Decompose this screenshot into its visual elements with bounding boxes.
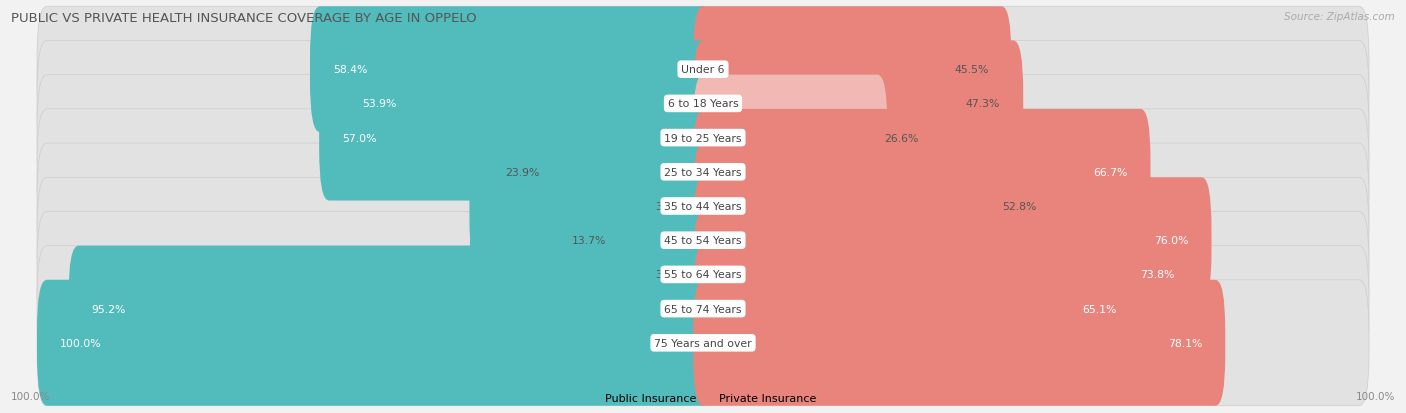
- FancyBboxPatch shape: [37, 76, 1369, 201]
- Text: 26.6%: 26.6%: [884, 133, 918, 143]
- FancyBboxPatch shape: [339, 41, 713, 167]
- Text: 45 to 54 Years: 45 to 54 Years: [664, 236, 742, 246]
- Text: 76.0%: 76.0%: [1154, 236, 1188, 246]
- Text: 13.7%: 13.7%: [572, 236, 606, 246]
- Text: 53.9%: 53.9%: [363, 99, 396, 109]
- Text: 58.4%: 58.4%: [333, 65, 367, 75]
- Text: PUBLIC VS PRIVATE HEALTH INSURANCE COVERAGE BY AGE IN OPPELO: PUBLIC VS PRIVATE HEALTH INSURANCE COVER…: [11, 12, 477, 25]
- Text: 19 to 25 Years: 19 to 25 Years: [664, 133, 742, 143]
- Text: 78.1%: 78.1%: [1168, 338, 1202, 348]
- Text: 34.1%: 34.1%: [655, 202, 690, 211]
- Text: 95.2%: 95.2%: [91, 304, 127, 314]
- FancyBboxPatch shape: [693, 212, 1197, 337]
- FancyBboxPatch shape: [69, 246, 713, 372]
- FancyBboxPatch shape: [37, 144, 1369, 269]
- FancyBboxPatch shape: [693, 41, 1024, 167]
- FancyBboxPatch shape: [37, 109, 1369, 235]
- Text: 73.8%: 73.8%: [1140, 270, 1174, 280]
- Text: 55 to 64 Years: 55 to 64 Years: [664, 270, 742, 280]
- FancyBboxPatch shape: [319, 76, 713, 201]
- FancyBboxPatch shape: [693, 109, 1150, 235]
- Text: 23.9%: 23.9%: [505, 167, 540, 177]
- Text: 66.7%: 66.7%: [1092, 167, 1128, 177]
- FancyBboxPatch shape: [693, 246, 1140, 372]
- Text: 25 to 34 Years: 25 to 34 Years: [664, 167, 742, 177]
- FancyBboxPatch shape: [37, 280, 1369, 406]
- Text: 100.0%: 100.0%: [11, 391, 51, 401]
- Text: 34.1%: 34.1%: [655, 270, 690, 280]
- FancyBboxPatch shape: [693, 7, 1011, 133]
- Text: 57.0%: 57.0%: [342, 133, 377, 143]
- Text: 100.0%: 100.0%: [60, 338, 101, 348]
- Text: 35 to 44 Years: 35 to 44 Years: [664, 202, 742, 211]
- FancyBboxPatch shape: [309, 7, 713, 133]
- Text: 65 to 74 Years: 65 to 74 Years: [664, 304, 742, 314]
- FancyBboxPatch shape: [470, 212, 713, 337]
- FancyBboxPatch shape: [536, 109, 713, 235]
- FancyBboxPatch shape: [693, 178, 1212, 304]
- FancyBboxPatch shape: [603, 178, 713, 304]
- FancyBboxPatch shape: [37, 280, 713, 406]
- Text: 6 to 18 Years: 6 to 18 Years: [668, 99, 738, 109]
- Text: 52.8%: 52.8%: [1002, 202, 1036, 211]
- FancyBboxPatch shape: [693, 144, 1059, 269]
- Text: 45.5%: 45.5%: [955, 65, 988, 75]
- Text: 100.0%: 100.0%: [1355, 391, 1395, 401]
- Text: Under 6: Under 6: [682, 65, 724, 75]
- Text: 75 Years and over: 75 Years and over: [654, 338, 752, 348]
- Text: 47.3%: 47.3%: [966, 99, 1000, 109]
- FancyBboxPatch shape: [37, 7, 1369, 133]
- Legend: Public Insurance, Private Insurance: Public Insurance, Private Insurance: [585, 388, 821, 408]
- Text: 65.1%: 65.1%: [1083, 304, 1116, 314]
- FancyBboxPatch shape: [693, 280, 1225, 406]
- FancyBboxPatch shape: [693, 76, 887, 201]
- FancyBboxPatch shape: [37, 212, 1369, 337]
- FancyBboxPatch shape: [37, 41, 1369, 167]
- FancyBboxPatch shape: [470, 144, 713, 269]
- FancyBboxPatch shape: [37, 246, 1369, 372]
- Text: Source: ZipAtlas.com: Source: ZipAtlas.com: [1284, 12, 1395, 22]
- FancyBboxPatch shape: [37, 178, 1369, 304]
